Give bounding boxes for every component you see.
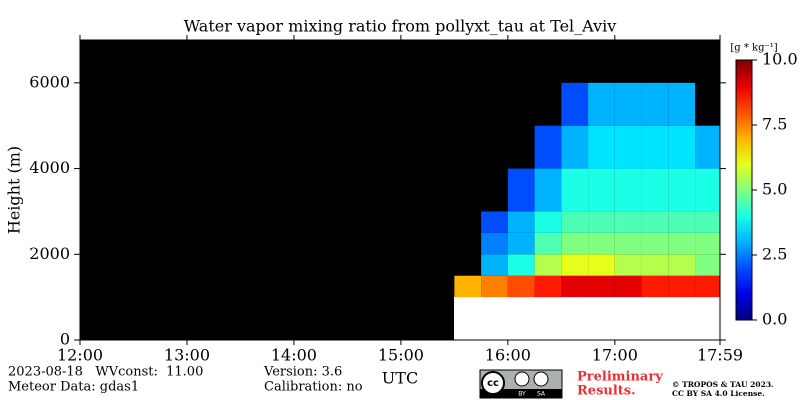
- license-2: CC BY SA 4.0 License.: [672, 389, 765, 398]
- heat-cell: [668, 211, 696, 233]
- footer-meteor: Meteor Data: gdas1: [8, 380, 139, 395]
- heat-cell: [614, 275, 642, 298]
- colorbar-tick-label: 7.5: [762, 115, 787, 134]
- heat-cell: [668, 168, 696, 212]
- heat-cell: [561, 275, 589, 298]
- x-tick-label: 17:59: [697, 346, 743, 365]
- x-axis-label: UTC: [382, 369, 418, 388]
- heat-cell: [695, 232, 720, 255]
- chart-title: Water vapor mixing ratio from pollyxt_ta…: [184, 17, 617, 36]
- y-tick-label: 6000: [29, 72, 70, 91]
- heat-cell: [641, 211, 669, 233]
- plot-frame: [79, 39, 721, 341]
- colorbar-tick-label: 10.0: [762, 50, 798, 69]
- preliminary-2: Results.: [577, 384, 636, 399]
- y-tick-label: 2000: [29, 244, 70, 263]
- heat-cell: [641, 82, 669, 126]
- heat-cell: [614, 254, 642, 276]
- colorbar-tick-label: 2.5: [762, 245, 787, 264]
- heat-cell: [481, 211, 508, 233]
- x-tick-label: 13:00: [164, 346, 210, 365]
- heat-cell: [454, 275, 482, 298]
- heat-cell: [588, 211, 615, 233]
- heat-cell: [588, 232, 615, 255]
- x-tick-label: 12:00: [57, 346, 103, 365]
- heat-cell: [695, 168, 720, 212]
- preliminary-1: Preliminary: [577, 370, 663, 385]
- heat-cell: [481, 232, 508, 255]
- heat-cell: [561, 168, 589, 212]
- heat-cell: [695, 211, 720, 233]
- heat-cell: [588, 82, 615, 126]
- heat-cell: [641, 232, 669, 255]
- heat-cell: [534, 254, 562, 276]
- footer: 2023-08-18 WVconst: 11.00 Meteor Data: g…: [8, 365, 363, 395]
- y-tick-label: 4000: [29, 158, 70, 177]
- y-tick-label: 0: [60, 330, 70, 349]
- heat-cell: [561, 82, 589, 126]
- heat-cell: [561, 125, 589, 169]
- heat-cell: [534, 275, 562, 298]
- heat-cell: [588, 275, 615, 298]
- cc-badge: cc BY SA: [479, 369, 563, 399]
- colorbar-tick-label: 0.0: [762, 310, 787, 329]
- heat-cell: [641, 168, 669, 212]
- heat-cell: [641, 125, 669, 169]
- heat-cell: [507, 254, 535, 276]
- colorbar-tick-label: 5.0: [762, 180, 787, 199]
- x-tick-label: 14:00: [271, 346, 317, 365]
- no-data-region: [454, 297, 720, 340]
- footer-version: Version: 3.6: [263, 365, 342, 380]
- heat-cell: [614, 125, 642, 169]
- heat-cell: [588, 125, 615, 169]
- heat-cell: [588, 254, 615, 276]
- x-tick-label: 15:00: [378, 346, 424, 365]
- footer-calibration: Calibration: no: [264, 380, 363, 395]
- footer-date: 2023-08-18 WVconst: 11.00: [8, 365, 203, 380]
- heat-cell: [588, 168, 615, 212]
- license-1: © TROPOS & TAU 2023.: [672, 380, 774, 389]
- heat-cell: [695, 125, 720, 169]
- heat-cell: [534, 211, 562, 233]
- y-axis-label: Height (m): [5, 146, 24, 234]
- heat-cell: [481, 254, 508, 276]
- heat-cell: [614, 232, 642, 255]
- heat-cell: [668, 232, 696, 255]
- badge-sa: SA: [537, 391, 546, 398]
- heat-cell: [534, 168, 562, 212]
- heat-cell: [668, 125, 696, 169]
- heat-cell: [507, 232, 535, 255]
- heat-cell: [614, 211, 642, 233]
- heat-cell: [641, 254, 669, 276]
- heat-cell: [614, 82, 642, 126]
- heat-cell: [507, 275, 535, 298]
- x-tick-label: 16:00: [485, 346, 531, 365]
- x-tick-label: 17:00: [592, 346, 638, 365]
- colorbar-label: [g * kg⁻¹]: [730, 43, 777, 54]
- heat-cell: [481, 275, 508, 298]
- badge-by: BY: [518, 391, 526, 398]
- heat-cell: [695, 254, 720, 276]
- heat-cell: [561, 254, 589, 276]
- heat-cell: [561, 232, 589, 255]
- heat-cell: [561, 211, 589, 233]
- heat-cell: [534, 232, 562, 255]
- colorbar: [735, 59, 753, 321]
- heat-cell: [668, 275, 696, 298]
- heat-cell: [507, 211, 535, 233]
- heat-cell: [614, 168, 642, 212]
- heat-cell: [668, 82, 696, 126]
- heat-cell: [534, 125, 562, 169]
- badge-cc: cc: [487, 378, 499, 389]
- heat-cell: [507, 168, 535, 212]
- heat-cell: [668, 254, 696, 276]
- heat-cell: [641, 275, 669, 298]
- heat-cell: [695, 275, 720, 298]
